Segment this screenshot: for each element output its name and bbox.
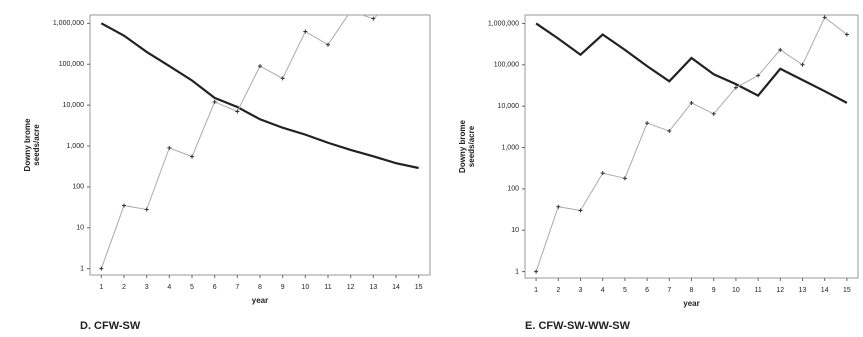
point-marker bbox=[844, 32, 849, 37]
point-marker bbox=[800, 62, 805, 67]
x-tick-label: 8 bbox=[258, 284, 262, 291]
y-axis-label: Downy brome bbox=[458, 120, 467, 173]
y-tick-label: 10,000 bbox=[498, 103, 520, 110]
series-group bbox=[99, 0, 421, 271]
x-tick-label: 7 bbox=[235, 284, 239, 291]
x-tick-label: 7 bbox=[667, 287, 671, 294]
x-tick-label: 8 bbox=[690, 287, 694, 294]
point-marker bbox=[303, 29, 308, 34]
point-marker bbox=[600, 171, 605, 176]
x-tick-label: 11 bbox=[324, 284, 331, 291]
x-tick-label: 1 bbox=[99, 284, 103, 291]
point-marker bbox=[190, 154, 194, 159]
y-axis-label: seeds/acre bbox=[467, 125, 476, 167]
y-tick-label: 1,000,000 bbox=[53, 20, 84, 27]
series-line bbox=[100, 22, 419, 170]
point-marker bbox=[645, 121, 650, 126]
y-tick-label: 100 bbox=[72, 184, 84, 191]
y-tick-label: 10 bbox=[511, 227, 519, 234]
x-tick-label: 5 bbox=[623, 287, 627, 294]
y-tick-label: 10 bbox=[76, 225, 84, 232]
x-tick-label: 14 bbox=[392, 284, 400, 291]
plot-area bbox=[89, 14, 431, 276]
point-marker bbox=[733, 85, 738, 90]
x-tick-label: 14 bbox=[821, 287, 829, 294]
x-tick-label: 15 bbox=[843, 287, 851, 294]
caption: D. CFW-SW bbox=[80, 320, 141, 332]
point-marker bbox=[622, 176, 627, 181]
x-tick-label: 13 bbox=[799, 287, 807, 294]
point-marker bbox=[534, 269, 539, 274]
point-marker bbox=[756, 73, 761, 78]
point-marker bbox=[689, 100, 694, 105]
point-marker bbox=[778, 47, 783, 52]
x-axis-label: year bbox=[252, 296, 268, 305]
y-tick-label: 1,000 bbox=[501, 144, 519, 151]
y-axis-label: seeds/acre bbox=[32, 124, 41, 166]
point-marker bbox=[99, 266, 104, 271]
x-tick-label: 15 bbox=[415, 284, 423, 291]
x-tick-label: 6 bbox=[645, 287, 649, 294]
x-tick-label: 4 bbox=[167, 284, 171, 291]
point-marker bbox=[417, 5, 421, 9]
x-tick-label: 10 bbox=[301, 284, 309, 291]
y-tick-label: 1,000,000 bbox=[488, 20, 519, 27]
x-tick-label: 11 bbox=[754, 287, 761, 294]
x-tick-label: 13 bbox=[369, 284, 377, 291]
y-tick-label: 100,000 bbox=[59, 61, 84, 68]
point-marker bbox=[578, 208, 583, 213]
x-tick-label: 12 bbox=[347, 284, 355, 291]
point-marker bbox=[144, 207, 149, 212]
x-tick-label: 10 bbox=[732, 287, 740, 294]
point-marker bbox=[394, 0, 398, 1]
series-group bbox=[534, 15, 849, 274]
x-tick-label: 4 bbox=[601, 287, 605, 294]
x-tick-label: 9 bbox=[712, 287, 716, 294]
point-marker bbox=[122, 203, 126, 208]
point-marker bbox=[167, 145, 172, 150]
x-axis-label: year bbox=[683, 299, 699, 308]
point-marker bbox=[212, 99, 217, 104]
x-tick-label: 3 bbox=[145, 284, 149, 291]
caption: E. CFW-SW-WW-SW bbox=[525, 320, 631, 332]
y-tick-label: 10,000 bbox=[63, 102, 85, 109]
y-tick-label: 100 bbox=[507, 186, 519, 193]
point-marker bbox=[371, 16, 376, 21]
x-tick-label: 12 bbox=[776, 287, 784, 294]
point-marker bbox=[258, 64, 262, 69]
point-marker bbox=[326, 42, 330, 47]
point-marker bbox=[822, 15, 827, 20]
y-tick-label: 1 bbox=[80, 266, 84, 273]
point-marker bbox=[556, 204, 561, 209]
plot-area bbox=[524, 14, 859, 279]
point-marker bbox=[711, 111, 716, 116]
point-marker bbox=[280, 76, 285, 81]
x-tick-label: 1 bbox=[534, 287, 538, 294]
series-line bbox=[535, 22, 848, 104]
y-axis-label: Downy brome bbox=[23, 118, 32, 171]
point-marker bbox=[667, 129, 672, 134]
x-tick-label: 6 bbox=[213, 284, 217, 291]
y-tick-label: 1 bbox=[515, 268, 519, 275]
x-tick-label: 3 bbox=[579, 287, 583, 294]
point-marker bbox=[349, 9, 353, 13]
y-tick-label: 100,000 bbox=[494, 62, 519, 69]
x-tick-label: 5 bbox=[190, 284, 194, 291]
x-tick-label: 9 bbox=[281, 284, 285, 291]
point-marker bbox=[235, 109, 240, 114]
x-tick-label: 2 bbox=[556, 287, 560, 294]
y-tick-label: 1,000 bbox=[66, 143, 84, 150]
x-tick-label: 2 bbox=[122, 284, 126, 291]
